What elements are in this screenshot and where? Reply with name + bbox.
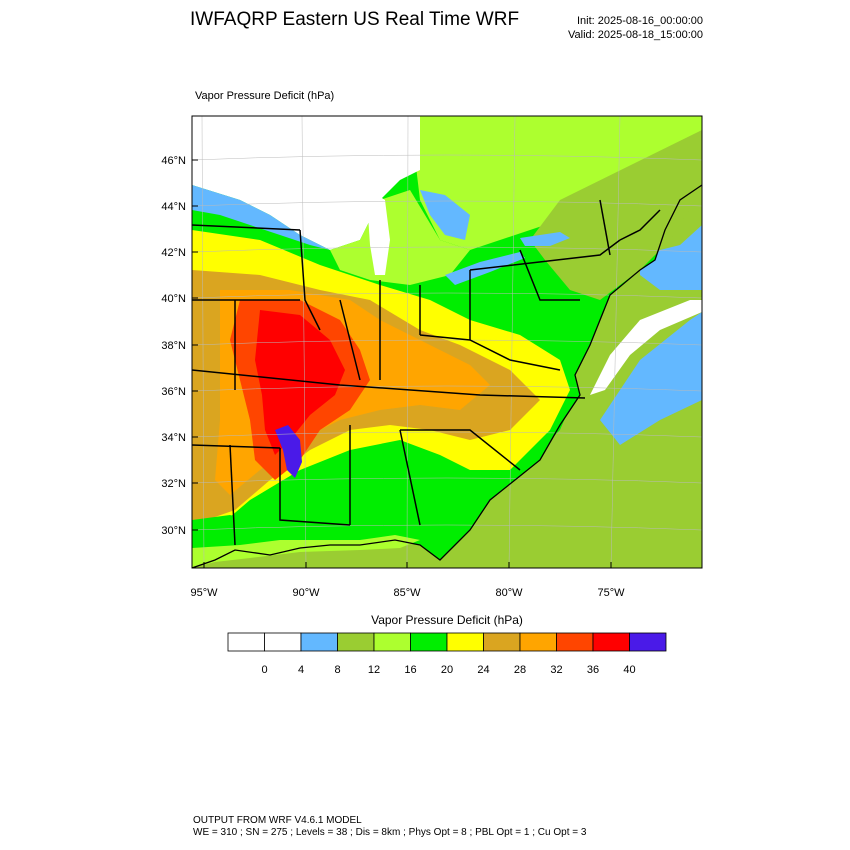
colorbar-swatch — [592, 632, 630, 652]
lake-superior — [300, 135, 420, 172]
colorbar-swatch — [300, 632, 338, 652]
colorbar-swatch — [227, 632, 265, 652]
latitude-axis: 30°N 32°N 34°N 36°N 38°N 40°N 42°N 44°N 46°N — [161, 155, 198, 537]
colorbar-swatch — [337, 632, 375, 652]
init-time: Init: 2025-08-16_00:00:00 — [577, 15, 703, 27]
colorbar-label: 4 — [298, 664, 304, 676]
colorbar-swatch — [556, 632, 594, 652]
colorbar-swatch — [483, 632, 521, 652]
state-boundaries — [192, 199, 661, 546]
gulf-of-maine-zone — [640, 225, 702, 290]
lake-huron — [420, 190, 470, 240]
field-label: Vapor Pressure Deficit (hPa) — [195, 90, 335, 102]
colorbar-label: 20 — [441, 664, 453, 676]
atlantic-white-zone — [590, 300, 702, 395]
model-footer: OUTPUT FROM WRF V4.6.1 MODEL WE = 310 ; … — [193, 815, 586, 839]
chart-title: IWFAQRP Eastern US Real Time WRF — [190, 9, 520, 30]
coastlines — [192, 184, 702, 568]
colorbar-swatch — [519, 632, 557, 652]
gulf-coast-green — [192, 395, 580, 568]
colorbar-label: 0 — [261, 664, 267, 676]
delta-max-spot — [275, 425, 302, 478]
map-frame — [191, 115, 703, 569]
colorbar-label: 32 — [550, 664, 562, 676]
lat-tick-label: 46°N — [161, 155, 186, 167]
colorbar-label: 24 — [477, 664, 489, 676]
lat-tick-label: 30°N — [161, 525, 186, 537]
valid-time: Valid: 2025-08-18_15:00:00 — [568, 29, 703, 41]
great-lakes-region-green — [330, 190, 470, 285]
lat-tick-label: 38°N — [161, 340, 186, 352]
canada-light-green — [410, 116, 702, 250]
colorbar-swatch — [410, 632, 448, 652]
colorbar-label: 16 — [404, 664, 416, 676]
run-times: Init: 2025-08-16_00:00:00 Valid: 2025-08… — [568, 14, 703, 42]
lon-tick-label: 75°W — [597, 587, 625, 599]
lon-tick-label: 95°W — [190, 587, 218, 599]
atlantic-low-vpd-zone — [600, 312, 702, 445]
colorbar-label: 12 — [368, 664, 380, 676]
footer-config: WE = 310 ; SN = 275 ; Levels = 38 ; Dis … — [193, 827, 587, 838]
colorbar-swatch — [629, 632, 667, 652]
lake-ontario — [520, 232, 570, 246]
colorbar-label: 8 — [334, 664, 340, 676]
lon-tick-label: 85°W — [393, 587, 421, 599]
colorbar-label: 28 — [514, 664, 526, 676]
lon-tick-label: 90°W — [292, 587, 320, 599]
lat-tick-label: 44°N — [161, 201, 186, 213]
lat-tick-label: 34°N — [161, 432, 186, 444]
mississippi-red — [255, 310, 345, 455]
lat-tick-label: 40°N — [161, 293, 186, 305]
lat-tick-label: 32°N — [161, 478, 186, 490]
colorbar-label: 36 — [587, 664, 599, 676]
colorbar-swatch — [373, 632, 411, 652]
lake-michigan — [368, 190, 390, 275]
footer-model: OUTPUT FROM WRF V4.6.1 MODEL — [193, 815, 362, 826]
lat-tick-label: 42°N — [161, 247, 186, 259]
colorbar-swatch — [264, 632, 302, 652]
colorbar-title: Vapor Pressure Deficit (hPa) — [371, 613, 523, 627]
upper-midwest-blue — [192, 185, 330, 250]
colorbar-swatch — [446, 632, 484, 652]
longitude-axis: 95°W 90°W 85°W 80°W 75°W — [190, 562, 625, 599]
lon-tick-label: 80°W — [495, 587, 523, 599]
lat-tick-label: 36°N — [161, 386, 186, 398]
colorbar: 0 4 8 12 16 20 24 28 32 36 40 — [227, 632, 667, 676]
colorbar-label: 40 — [623, 664, 635, 676]
graticule — [192, 116, 702, 568]
